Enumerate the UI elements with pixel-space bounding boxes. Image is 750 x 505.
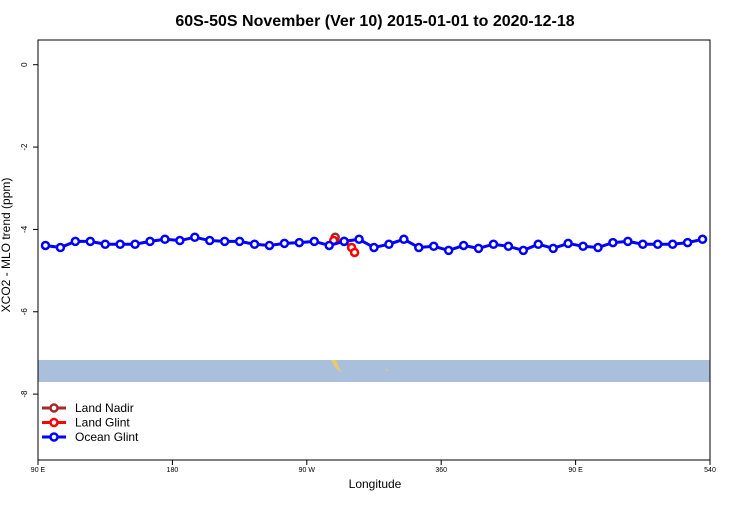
x-tick-label: 90 E [31,467,46,474]
y-tick-label: -2 [20,143,29,151]
point [204,235,215,246]
point [652,239,663,249]
point [339,236,349,247]
point [578,241,588,252]
point [354,234,364,245]
point [697,234,708,245]
point [369,242,379,253]
y-tick-label: -6 [20,308,29,316]
point [473,243,484,254]
point [384,239,394,249]
point [533,239,544,249]
point [682,237,693,248]
legend-marker [49,403,59,413]
x-tick-label: 360 [435,467,447,474]
point [175,235,185,246]
point [145,236,155,247]
point [667,239,678,249]
point [279,238,290,249]
point [115,239,125,249]
x-axis-label: Longitude [349,477,402,491]
point [70,236,81,247]
map-land [386,369,388,371]
point [130,239,140,249]
point [443,245,454,256]
point [608,237,618,248]
y-tick-label: 0 [20,62,29,67]
point [548,243,558,254]
point [85,236,96,247]
point [324,240,334,251]
point [160,234,170,245]
point [309,236,320,247]
y-axis-label: XCO2 - MLO trend (ppm) [0,178,13,313]
legend-label: Land Glint [75,416,130,430]
map-land [331,360,343,372]
point [593,242,603,253]
point [349,247,360,258]
x-tick-label: 540 [704,467,716,474]
plot-frame [37,39,711,461]
point [563,238,573,249]
point [234,236,245,247]
x-tick-label: 90 W [299,467,316,474]
point [623,236,633,247]
legend-marker [49,432,59,442]
point [503,241,514,252]
legend-marker [49,417,59,428]
x-tick-label: 180 [167,467,179,474]
point [414,242,424,253]
point [249,239,260,249]
legend-label: Ocean Glint [75,430,139,444]
point [40,240,51,251]
point [638,239,648,249]
map-ocean [38,360,710,382]
y-tick-label: -4 [20,225,29,233]
point [264,240,275,251]
point [55,242,66,253]
point [399,234,409,245]
x-tick-label: 90 E [568,467,583,474]
point [100,239,110,249]
y-tick-label: -8 [20,390,29,398]
legend-label: Land Nadir [75,401,134,415]
point [294,237,305,248]
point [458,240,469,251]
point [518,245,529,256]
point [488,239,499,249]
point [190,232,200,242]
point [428,241,439,252]
point [219,236,230,247]
chart-title: 60S-50S November (Ver 10) 2015-01-01 to … [175,13,574,30]
map-strip [38,360,710,382]
